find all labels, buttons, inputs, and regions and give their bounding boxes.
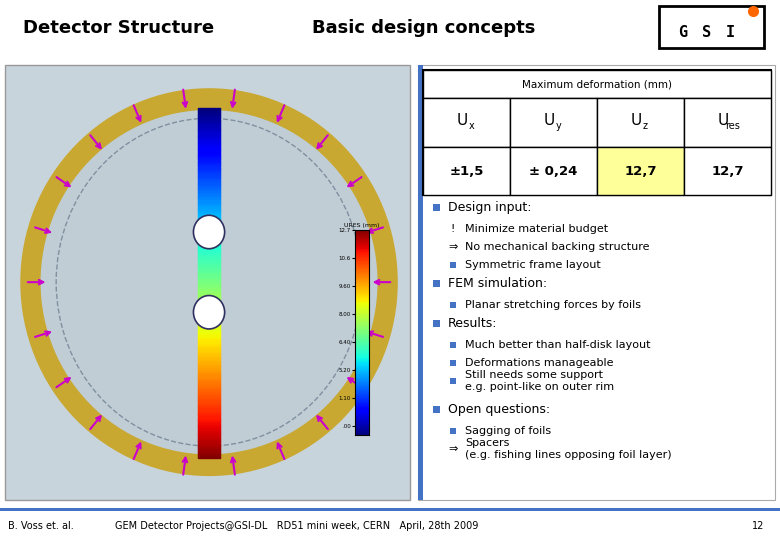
Text: Deformations manageable: Deformations manageable [465, 358, 614, 368]
Text: ⇒: ⇒ [448, 242, 458, 252]
Bar [450, 379, 456, 384]
Text: G: G [679, 25, 688, 40]
Bar [433, 320, 440, 327]
Text: ⇒: ⇒ [448, 444, 458, 454]
Text: !: ! [451, 224, 456, 234]
Bar [450, 302, 456, 308]
Text: Design input:: Design input: [448, 201, 531, 214]
Bar [423, 70, 771, 98]
Text: Sagging of foils: Sagging of foils [465, 426, 551, 436]
Text: x: x [469, 120, 474, 131]
Text: ±1,5: ±1,5 [449, 165, 484, 178]
Text: GEM Detector Projects@GSI-DL   RD51 mini week, CERN   April, 28th 2009: GEM Detector Projects@GSI-DL RD51 mini w… [115, 521, 478, 531]
Bar [418, 65, 775, 500]
Ellipse shape [41, 110, 378, 454]
Bar [423, 147, 510, 195]
Bar [659, 5, 764, 48]
Text: Spacers
(e.g. fishing lines opposing foil layer): Spacers (e.g. fishing lines opposing foi… [465, 438, 672, 460]
Bar [597, 147, 684, 195]
Text: Open questions:: Open questions: [448, 402, 550, 415]
Text: U: U [631, 113, 642, 128]
Bar [418, 65, 423, 500]
Bar [0, 509, 780, 511]
Text: B. Voss et. al.: B. Voss et. al. [8, 521, 73, 531]
Text: Basic design concepts: Basic design concepts [312, 19, 535, 37]
Text: Maximum deformation (mm): Maximum deformation (mm) [522, 79, 672, 90]
Text: 12,7: 12,7 [624, 165, 657, 178]
Text: Planar stretching forces by foils: Planar stretching forces by foils [465, 300, 641, 310]
Bar [433, 204, 440, 211]
Text: FEM simulation:: FEM simulation: [448, 276, 547, 289]
Bar [5, 65, 410, 500]
Text: S: S [702, 25, 711, 40]
Text: Symmetric frame layout: Symmetric frame layout [465, 260, 601, 270]
Text: Still needs some support
e.g. point-like on outer rim: Still needs some support e.g. point-like… [465, 370, 614, 392]
Bar [510, 147, 597, 195]
Text: Much better than half-disk layout: Much better than half-disk layout [465, 340, 651, 350]
Circle shape [193, 215, 225, 249]
Bar [423, 98, 510, 147]
Bar [433, 406, 440, 413]
Text: 12: 12 [752, 521, 764, 531]
Text: y: y [555, 120, 562, 131]
Circle shape [193, 295, 225, 329]
Bar [450, 360, 456, 366]
Bar [423, 70, 771, 195]
Title: URES (mm): URES (mm) [344, 222, 380, 228]
Text: I: I [725, 25, 735, 40]
Text: No mechanical backing structure: No mechanical backing structure [465, 242, 650, 252]
Text: U: U [718, 113, 729, 128]
Text: z: z [643, 120, 648, 131]
Bar [450, 342, 456, 348]
Text: U: U [457, 113, 468, 128]
Text: Detector Structure: Detector Structure [23, 19, 215, 37]
Text: 12,7: 12,7 [711, 165, 744, 178]
Text: Results:: Results: [448, 316, 498, 329]
Text: U: U [544, 113, 555, 128]
Bar [510, 98, 597, 147]
Bar [684, 147, 771, 195]
Bar [450, 428, 456, 434]
Bar [597, 98, 684, 147]
Bar [450, 262, 456, 268]
Text: ± 0,24: ± 0,24 [530, 165, 578, 178]
Ellipse shape [20, 88, 398, 476]
Text: Minimize material budget: Minimize material budget [465, 224, 608, 234]
Text: res: res [725, 120, 740, 131]
Bar [433, 280, 440, 287]
Bar [684, 98, 771, 147]
